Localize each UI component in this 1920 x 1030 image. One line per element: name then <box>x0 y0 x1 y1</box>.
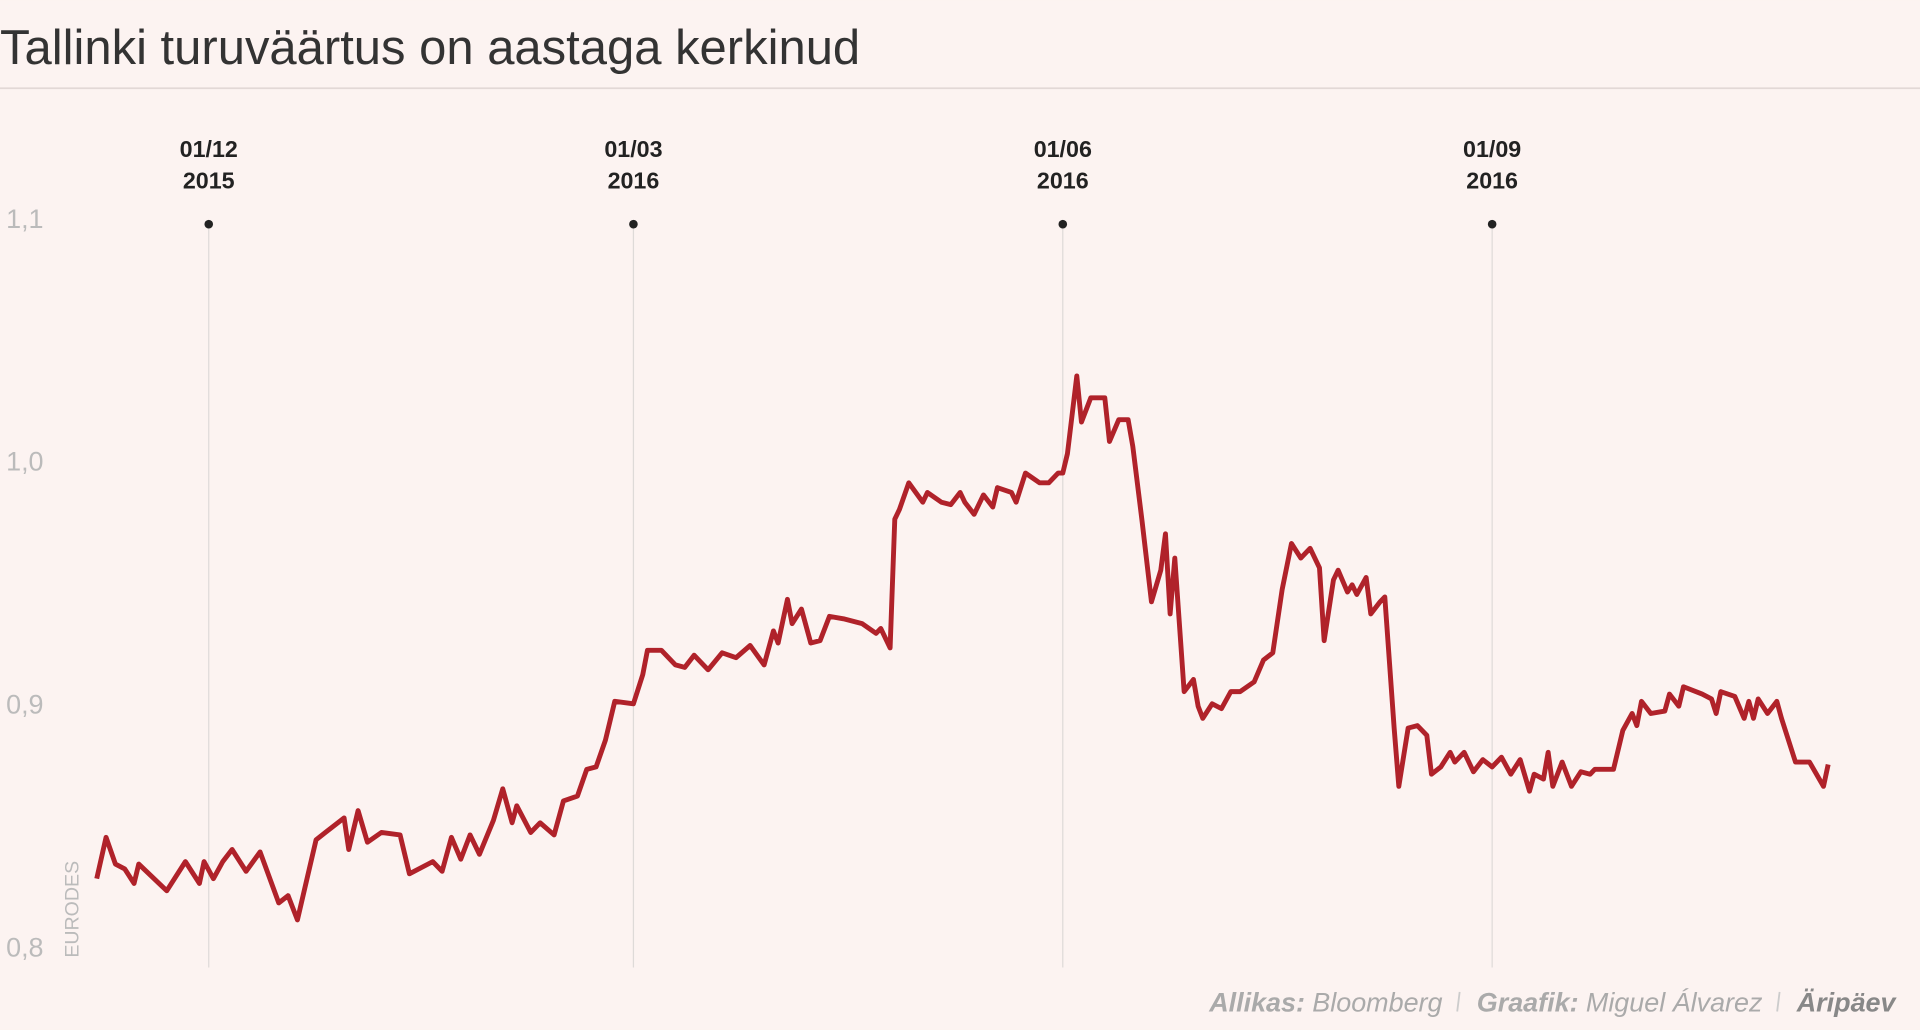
y-axis-label: EURODES <box>61 861 83 958</box>
y-tick-label: 0,9 <box>6 690 43 720</box>
x-tick-label: 01/06 <box>1034 136 1092 162</box>
footer-value: Miguel Álvarez <box>1586 988 1763 1018</box>
footer-separator <box>1776 991 1781 1012</box>
footer-label: Graafik: <box>1477 988 1579 1018</box>
chart-title: Tallinki turuväärtus on aastaga kerkinud <box>0 21 860 75</box>
footer-label: Äripäev <box>1796 988 1898 1018</box>
footer-label: Allikas: <box>1208 988 1305 1018</box>
tick-dot <box>629 219 638 229</box>
x-tick-label: 01/12 <box>180 136 238 162</box>
footer-text: Graafik: Miguel Álvarez <box>1477 988 1763 1018</box>
y-tick-label: 1,1 <box>6 204 43 234</box>
x-tick-label: 2016 <box>1466 168 1518 194</box>
footer-text: Allikas: Bloomberg <box>1208 988 1442 1018</box>
price-line <box>94 373 1831 923</box>
x-tick-label: 2015 <box>183 168 235 194</box>
footer-value: Bloomberg <box>1312 988 1442 1018</box>
footer-separator <box>1456 991 1461 1012</box>
tick-dot <box>1487 219 1497 229</box>
tick-dot <box>1058 219 1068 229</box>
x-tick-label: 2016 <box>1037 168 1089 194</box>
y-tick-label: 0,8 <box>6 932 43 962</box>
x-tick-label: 2016 <box>608 168 660 194</box>
tick-dot <box>204 219 214 229</box>
x-tick-label: 01/09 <box>1463 136 1521 162</box>
y-tick-label: 1,0 <box>6 447 43 477</box>
x-tick-label: 01/03 <box>604 136 662 162</box>
footer-text: Äripäev <box>1796 988 1898 1018</box>
